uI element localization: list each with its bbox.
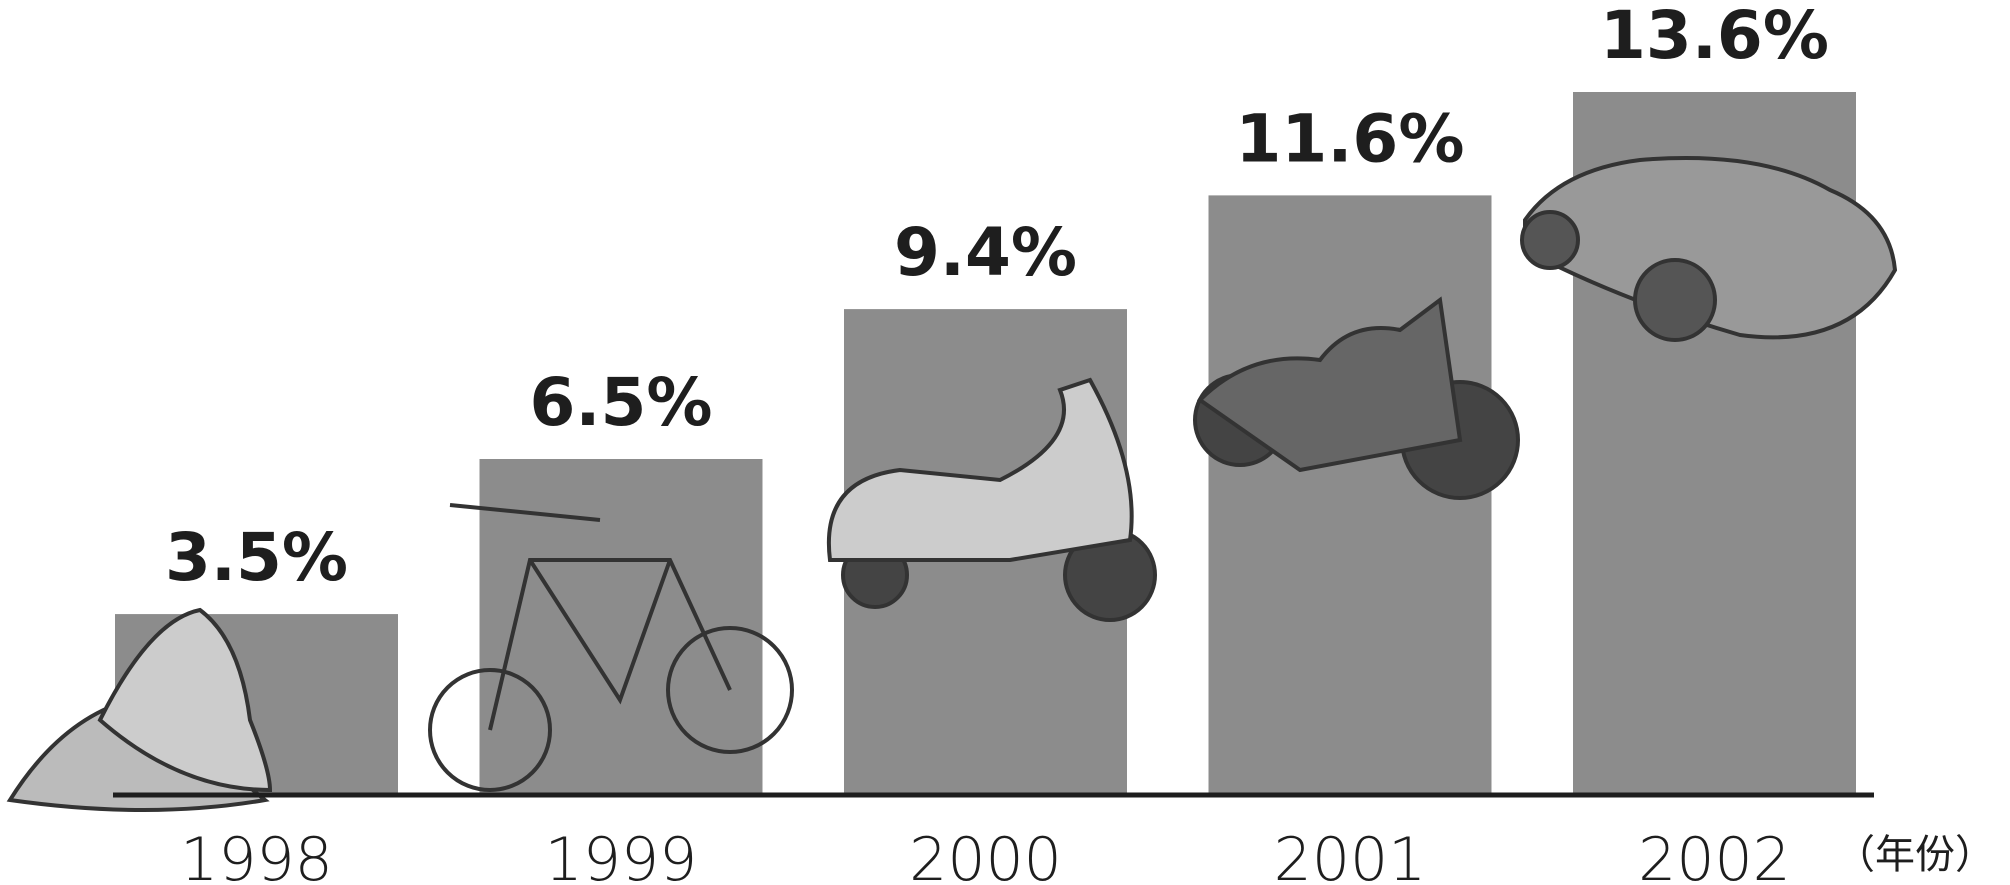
shoe-icon [97, 607, 273, 793]
frame-icon [449, 503, 732, 731]
wheel-icon [428, 668, 552, 792]
x-tick-label: 1998 [180, 825, 333, 885]
bar [479, 459, 763, 795]
value-label: 6.5% [529, 364, 712, 441]
value-label: 11.6% [1236, 100, 1465, 177]
bars [115, 92, 1856, 796]
x-axis-label: （年份） [1835, 832, 1995, 878]
wheel-icon [1633, 258, 1717, 342]
decorations [6, 156, 1898, 812]
x-tick-label: 2000 [909, 825, 1062, 885]
x-tick-label: 2001 [1274, 825, 1427, 885]
wheel-icon [666, 626, 794, 754]
x-tick-label: 2002 [1638, 825, 1791, 885]
motorcycle-icon [1196, 296, 1463, 473]
value-label: 3.5% [165, 519, 348, 596]
value-label: 9.4% [894, 214, 1077, 291]
wheel-icon [1520, 210, 1580, 270]
value-label: 13.6% [1600, 0, 1829, 74]
x-tick-label: 1999 [545, 825, 698, 885]
scooter-icon [826, 377, 1134, 562]
